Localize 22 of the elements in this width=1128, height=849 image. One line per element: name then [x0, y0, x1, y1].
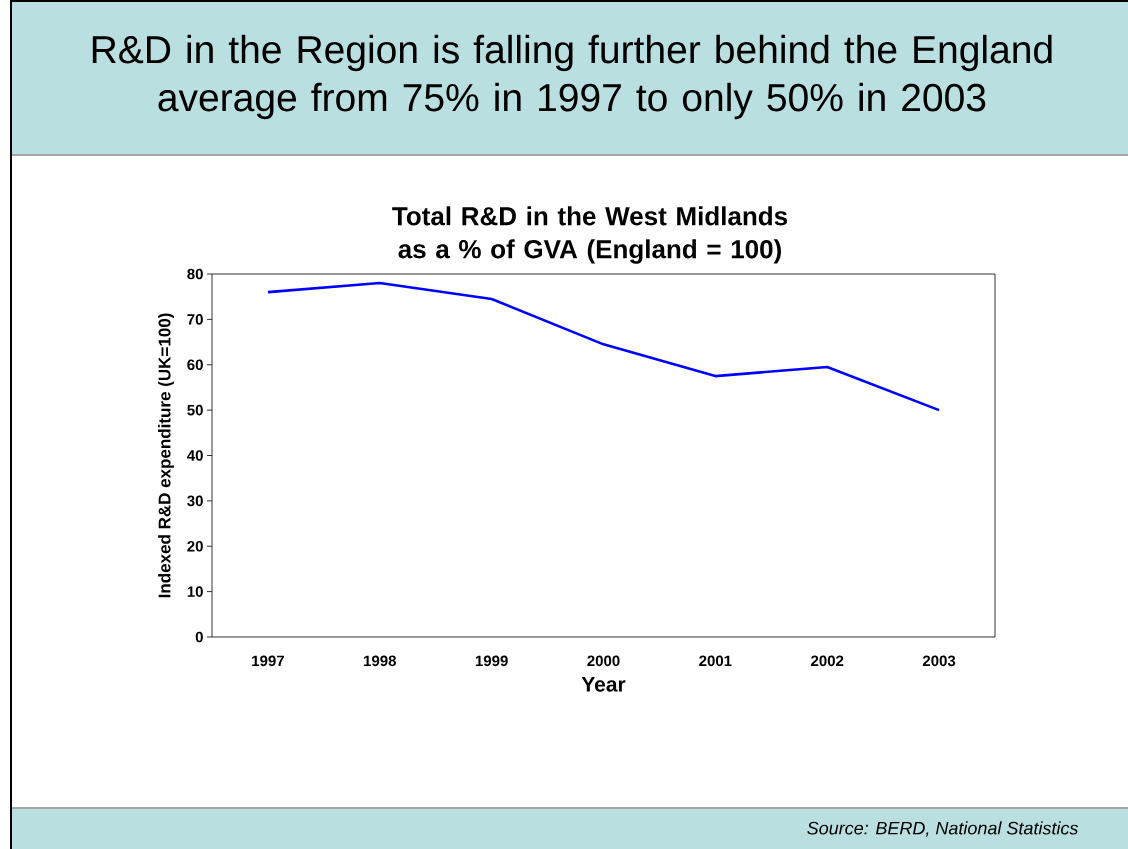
- x-tick-label: 2001: [699, 655, 732, 667]
- y-tick-label: 80: [187, 268, 203, 280]
- chart-title: R&D in the Region is falling further behind the England average from 75% in 1997 to only 50% in 2003: [92, 34, 1052, 120]
- x-tick-label: 1998: [364, 655, 396, 667]
- y-tick-label: 30: [187, 495, 203, 507]
- x-tick-label: 2003: [922, 655, 956, 667]
- y-tick-label: 0: [195, 631, 203, 643]
- x-tick-label: 1999: [475, 655, 508, 667]
- x-axis-title: Year: [581, 677, 626, 692]
- x-tick-label: 1997: [252, 655, 284, 667]
- y-axis-title: Indexed R&D expenditure (UK=100): [158, 313, 174, 598]
- y-tick-label: 50: [187, 404, 203, 416]
- y-tick-label: 60: [187, 359, 203, 371]
- x-tick-label: 2002: [811, 655, 844, 667]
- chart-subtitle: Total R&D in the West Midlands as a % of GVA (England = 100): [392, 206, 788, 264]
- y-tick-label: 40: [187, 450, 203, 461]
- y-tick-label: 10: [187, 586, 203, 597]
- source-note: Source: BERD, National Statistics: [807, 821, 1079, 837]
- y-tick-label: 70: [187, 314, 203, 325]
- y-tick-label: 20: [187, 540, 203, 552]
- line-series: [266, 281, 941, 412]
- x-tick-label: 2000: [587, 655, 620, 667]
